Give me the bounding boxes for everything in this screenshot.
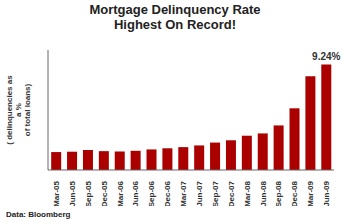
html-text:Data: Bloomberg: Data: Bloomberg xyxy=(6,210,71,219)
svg-text:Sep-08: Sep-08 xyxy=(274,180,283,206)
svg-text:Dec-06: Dec-06 xyxy=(163,180,172,206)
svg-text:Dec-08: Dec-08 xyxy=(290,180,299,206)
svg-text:Mar-05: Mar-05 xyxy=(52,180,61,206)
svg-text:Mar-06: Mar-06 xyxy=(116,180,125,206)
svg-text:Mar-07: Mar-07 xyxy=(179,180,188,206)
svg-text:Sep-07: Sep-07 xyxy=(211,180,220,206)
svg-text:Sep-05: Sep-05 xyxy=(84,180,93,206)
svg-text:Jun-05: Jun-05 xyxy=(68,180,77,206)
svg-text:Mar-08: Mar-08 xyxy=(243,180,252,206)
html-text:Mortgage Delinquency Rate: Mortgage Delinquency Rate xyxy=(89,2,261,17)
svg-text:Jun-06: Jun-06 xyxy=(131,180,140,206)
svg-text:Jun-08: Jun-08 xyxy=(259,180,268,206)
svg-text:Dec-07: Dec-07 xyxy=(227,180,236,206)
svg-text:Mar-09: Mar-09 xyxy=(306,180,315,206)
svg-text:Dec-05: Dec-05 xyxy=(100,180,109,206)
svg-text:Jun-09: Jun-09 xyxy=(322,180,331,206)
svg-text:9.24%: 9.24% xyxy=(312,51,340,62)
svg-text:Sep-06: Sep-06 xyxy=(147,180,156,206)
html-text:Highest On Record!: Highest On Record! xyxy=(114,17,236,32)
svg-text:Jun-07: Jun-07 xyxy=(195,180,204,206)
svg-text:( delinquencies asa %of total: ( delinquencies asa %of total loans) xyxy=(8,75,32,145)
